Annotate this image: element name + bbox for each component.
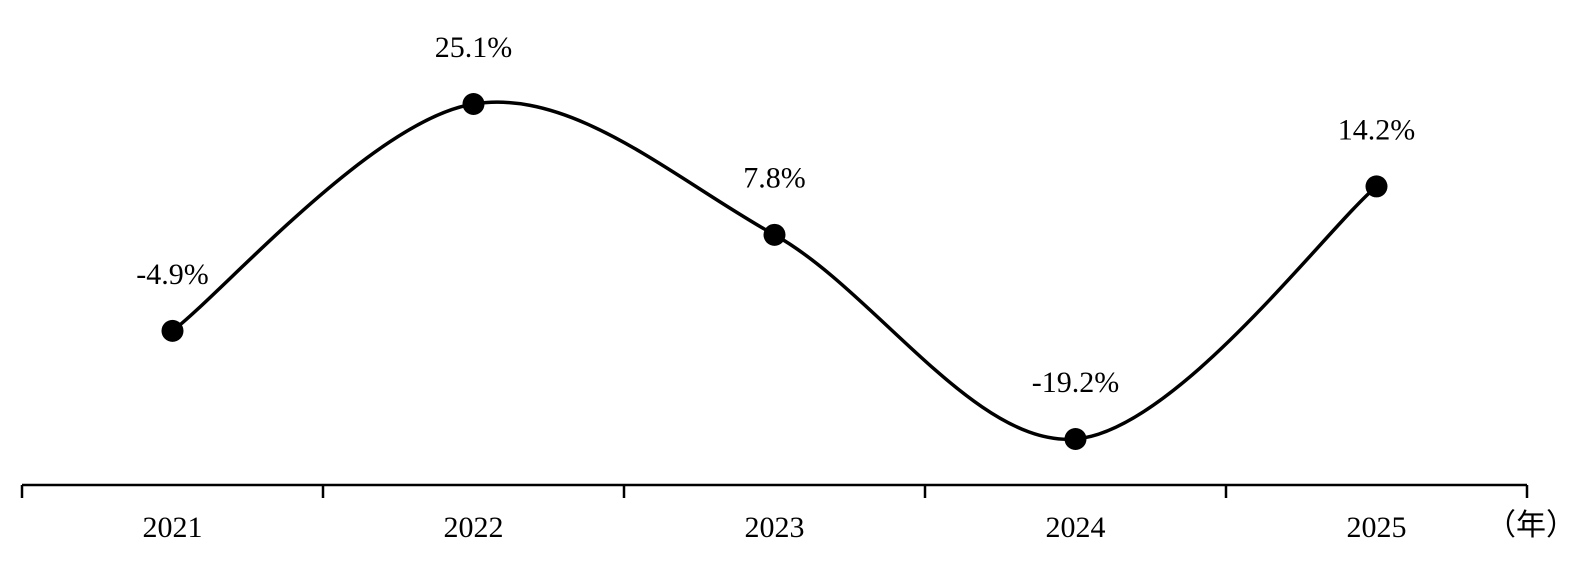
marker [763, 223, 786, 246]
marker [1365, 175, 1388, 198]
value-label: -4.9% [136, 258, 208, 291]
marker [462, 93, 485, 115]
marker [1064, 428, 1087, 450]
x-tick-label: 2024 [1046, 511, 1106, 544]
value-label: -19.2% [1032, 366, 1119, 399]
marker [161, 319, 184, 342]
x-tick-label: 2023 [745, 511, 805, 544]
line [171, 100, 1378, 441]
value-label: 25.1% [435, 31, 513, 64]
value-label: 14.2% [1338, 113, 1416, 146]
x-tick-label: 2025 [1347, 511, 1407, 544]
x-axis-label: （年） [1486, 509, 1576, 542]
x-tick-label: 2021 [143, 511, 203, 544]
value-label: 7.8% [743, 162, 806, 195]
x-tick-label: 2022 [444, 511, 504, 544]
